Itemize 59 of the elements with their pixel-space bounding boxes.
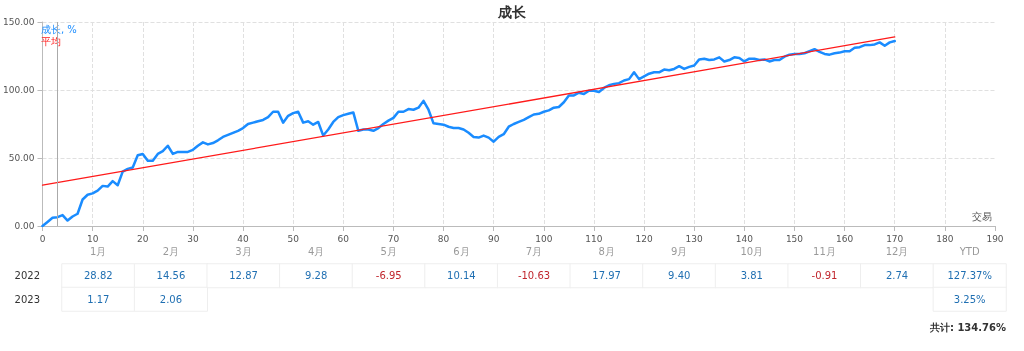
data-label: 3.25% <box>953 293 986 305</box>
x-tick-label: 3月 <box>235 245 252 257</box>
x-tick-label: 60 <box>337 233 350 244</box>
x-tick-label: 30 <box>187 233 199 244</box>
x-tick-label: YTD <box>958 245 980 257</box>
data-label: 1.17 <box>87 293 110 305</box>
data-label: 14.56 <box>156 270 186 282</box>
x-tick-label: 4月 <box>307 245 325 257</box>
y-tick-label: 2022 <box>14 270 40 282</box>
x-tick-label: 5月 <box>380 245 397 257</box>
x-tick-label: 100 <box>535 233 553 244</box>
x-tick-label: 90 <box>487 233 500 244</box>
x-tick-label: 130 <box>685 233 704 244</box>
data-label: 3.81 <box>740 270 763 282</box>
x-tick-label: 2月 <box>162 245 180 257</box>
x-tick-label: 50 <box>287 233 300 244</box>
x-tick-label: 1月 <box>90 245 107 257</box>
x-tick-label: 40 <box>237 233 250 244</box>
x-tick-label: 190 <box>986 233 1004 244</box>
data-label: 10.14 <box>447 270 476 282</box>
data-label: 9.28 <box>305 270 328 282</box>
data-label: -6.95 <box>375 270 402 282</box>
x-tick-label: 170 <box>886 233 904 244</box>
x-tick-label: 7月 <box>525 245 543 257</box>
data-label: 9.40 <box>668 270 691 282</box>
text: 共计: 134.76% <box>928 321 1006 333</box>
x-tick-label: 160 <box>836 233 854 244</box>
x-tick-label: 8月 <box>598 245 615 257</box>
data-label: 12.87 <box>229 270 258 282</box>
data-label: -0.91 <box>811 270 838 282</box>
x-tick-label: 9月 <box>671 245 688 257</box>
data-label: 127.37% <box>947 270 992 282</box>
x-tick-label: 10 <box>86 233 99 244</box>
y-tick-label: 150.00 <box>2 17 35 27</box>
data-label: 2.06 <box>159 293 183 305</box>
y-tick-label: 0.00 <box>14 221 35 231</box>
line-series <box>41 39 896 228</box>
x-tick-label: 0 <box>39 233 46 244</box>
data-label: -10.63 <box>517 270 551 282</box>
x-tick-label: 110 <box>585 233 603 244</box>
x-tick-label: 10月 <box>740 245 764 257</box>
y-tick-label: 2023 <box>14 293 40 305</box>
y-tick-label: 100.00 <box>2 85 35 95</box>
chart-title: 成长 <box>497 4 527 20</box>
x-tick-label: 180 <box>936 233 954 244</box>
x-tick-label: 70 <box>387 233 400 244</box>
data-label: 28.82 <box>83 270 113 282</box>
x-axis-title: 交易 <box>972 210 992 222</box>
x-tick-label: 11月 <box>813 245 836 257</box>
x-tick-label: 6月 <box>453 245 470 257</box>
y-tick-label: 50.00 <box>8 153 35 163</box>
data-label: 17.97 <box>592 270 621 282</box>
x-tick-label: 120 <box>635 233 653 244</box>
x-tick-label: 140 <box>735 233 754 244</box>
x-tick-label: 150 <box>785 233 804 244</box>
x-tick-label: 80 <box>437 233 450 244</box>
x-tick-label: 12月 <box>885 245 909 257</box>
x-tick-label: 20 <box>137 233 149 244</box>
data-label: 2.74 <box>885 270 909 282</box>
